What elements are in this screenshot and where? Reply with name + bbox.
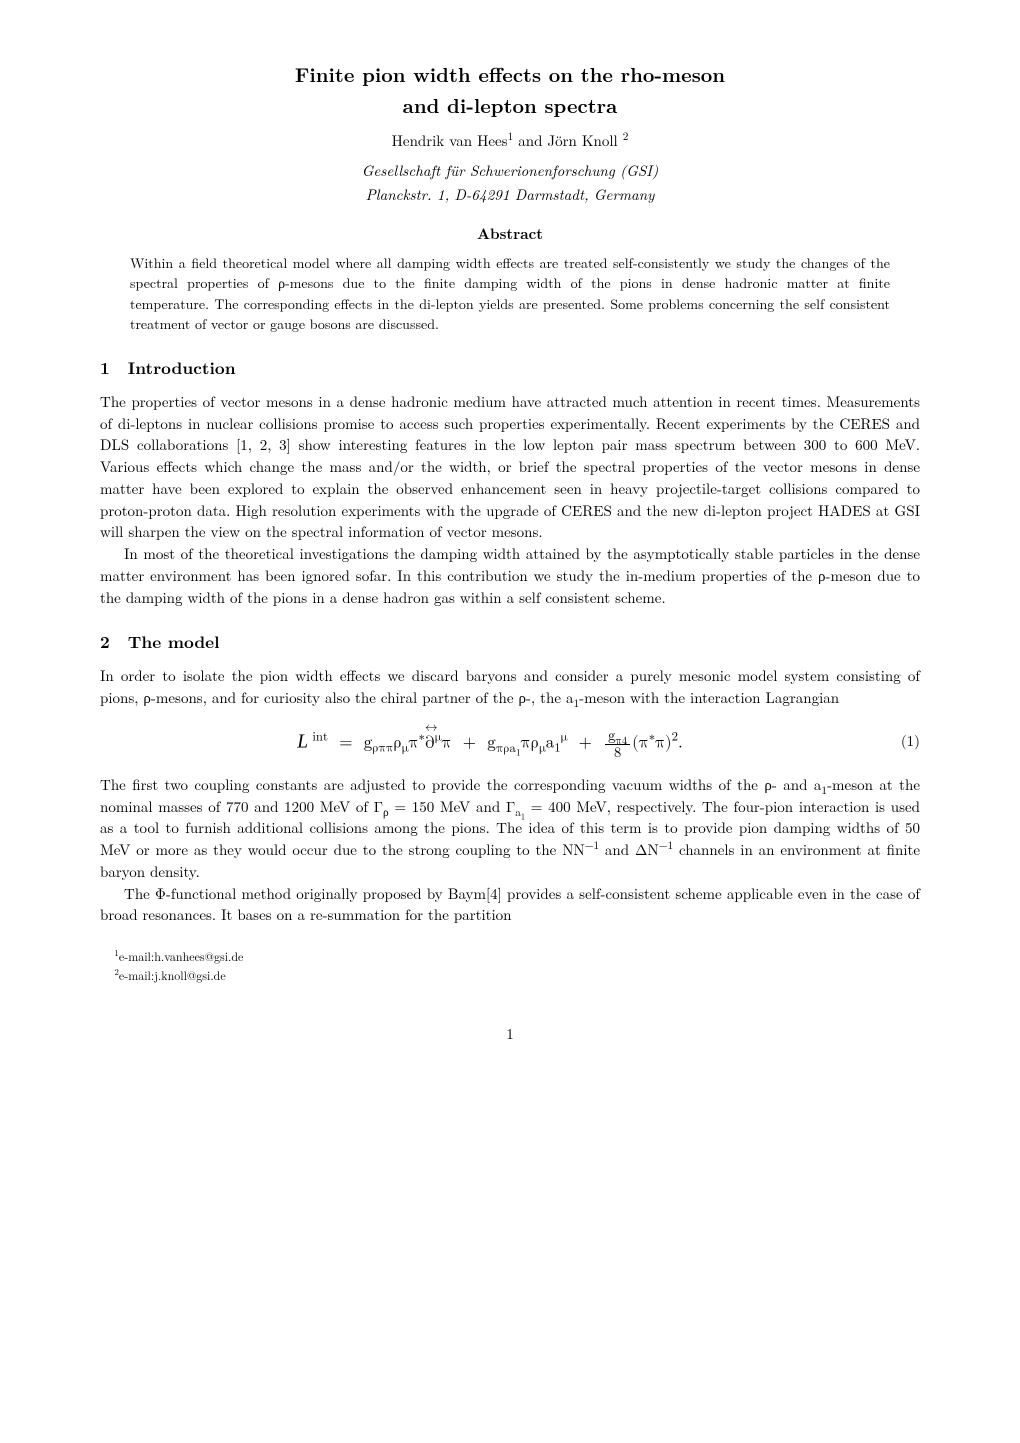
section-2-paragraph-3: The Φ-functional method originally propo… [100,883,920,927]
section-2-paragraph-1: In order to isolate the pion width effec… [100,665,920,709]
abstract-heading: Abstract [100,223,920,245]
equation-1: L int = gρππρμπ∗∂μπ + gπρa1πρμa1μ + gπ48… [100,722,920,759]
abstract-text: Within a field theoretical model where a… [130,253,890,334]
title-line-2: and di-lepton spectra [100,91,920,118]
section-2-number: 2 [100,630,110,654]
equation-1-number: (1) [880,730,920,752]
section-2-heading: 2 The model [100,630,920,655]
section-1-paragraph-2: In most of the theoretical investigation… [100,543,920,608]
title-line-1: Finite pion width effects on the rho-mes… [100,60,920,87]
section-1-paragraph-1: The properties of vector mesons in a den… [100,391,920,543]
authors: Hendrik van Hees1 and Jörn Knoll 2 [100,130,920,152]
footnote-1: 1e-mail:h.vanhees@gsi.de [100,948,920,965]
equation-1-body: L int = gρππρμπ∗∂μπ + gπρa1πρμa1μ + gπ48… [100,722,880,759]
footnotes: 1e-mail:h.vanhees@gsi.de 2e-mail:j.knoll… [100,948,920,985]
affiliation-line-2: Planckstr. 1, D-64291 Darmstadt, Germany [100,184,920,206]
affiliation-line-1: Gesellschaft für Schwerionenforschung (G… [100,160,920,182]
section-1-title: Introduction [128,356,236,380]
section-2-title: The model [128,630,220,654]
section-1-number: 1 [100,356,110,380]
section-1-heading: 1 Introduction [100,356,920,381]
page-number: 1 [100,1023,920,1045]
footnote-2: 2e-mail:j.knoll@gsi.de [100,967,920,984]
section-2-paragraph-2: The first two coupling constants are adj… [100,774,920,883]
